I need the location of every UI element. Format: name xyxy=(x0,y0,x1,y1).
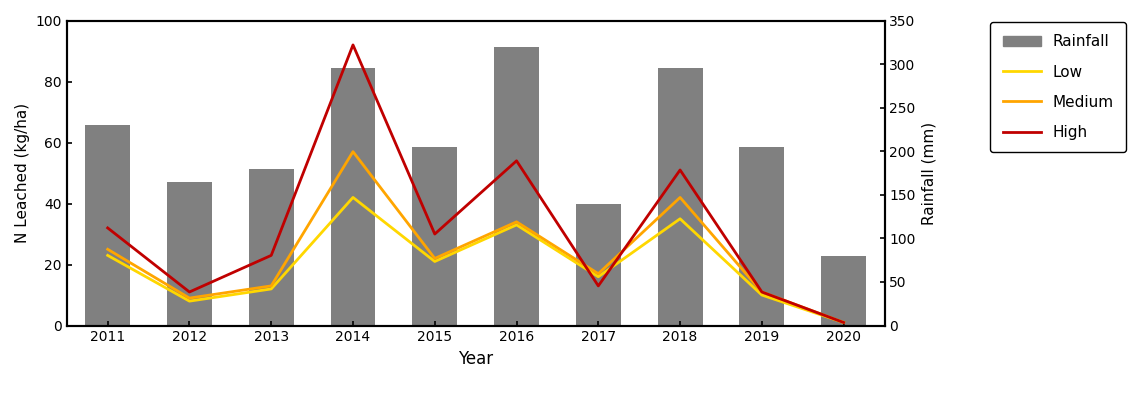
Medium xyxy=(428,256,441,261)
Bar xyxy=(658,68,703,326)
Low xyxy=(755,293,769,297)
Low xyxy=(346,195,359,200)
Low xyxy=(592,274,606,279)
Low xyxy=(674,216,687,221)
Medium xyxy=(837,320,850,325)
Medium xyxy=(101,247,115,252)
Low xyxy=(837,320,850,325)
High xyxy=(837,320,850,325)
High xyxy=(428,231,441,236)
Low xyxy=(264,287,278,291)
High xyxy=(674,168,687,172)
Medium xyxy=(755,289,769,294)
High xyxy=(592,283,606,288)
High xyxy=(755,289,769,294)
Bar xyxy=(494,46,539,326)
Y-axis label: Rainfall (mm): Rainfall (mm) xyxy=(921,121,937,225)
Legend: Rainfall, Low, Medium, High: Rainfall, Low, Medium, High xyxy=(990,22,1126,152)
Bar xyxy=(821,256,866,326)
Y-axis label: N Leached (kg/ha): N Leached (kg/ha) xyxy=(15,103,29,243)
Medium xyxy=(346,149,359,154)
Medium xyxy=(183,296,196,301)
Low xyxy=(101,253,115,258)
Medium xyxy=(510,220,524,224)
Low xyxy=(183,299,196,304)
Bar xyxy=(739,147,785,326)
High xyxy=(183,289,196,294)
Bar xyxy=(85,125,130,326)
Medium xyxy=(674,195,687,200)
Bar xyxy=(330,68,375,326)
Medium xyxy=(264,283,278,288)
Bar xyxy=(413,147,457,326)
Line: Medium: Medium xyxy=(108,152,844,322)
High xyxy=(510,158,524,163)
X-axis label: Year: Year xyxy=(458,350,493,368)
High xyxy=(101,225,115,230)
Line: High: High xyxy=(108,45,844,322)
High xyxy=(264,253,278,258)
Bar xyxy=(248,169,294,326)
Low xyxy=(510,222,524,227)
Line: Low: Low xyxy=(108,197,844,322)
High xyxy=(346,42,359,47)
Medium xyxy=(592,271,606,276)
Bar xyxy=(167,182,212,326)
Low xyxy=(428,259,441,264)
Bar xyxy=(576,204,620,326)
